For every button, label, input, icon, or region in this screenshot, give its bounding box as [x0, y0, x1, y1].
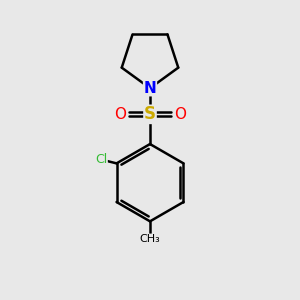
- Text: CH₃: CH₃: [140, 234, 160, 244]
- Text: N: N: [144, 81, 156, 96]
- Text: S: S: [144, 105, 156, 123]
- Text: Cl: Cl: [95, 153, 107, 166]
- Text: O: O: [174, 107, 186, 122]
- Text: O: O: [114, 107, 126, 122]
